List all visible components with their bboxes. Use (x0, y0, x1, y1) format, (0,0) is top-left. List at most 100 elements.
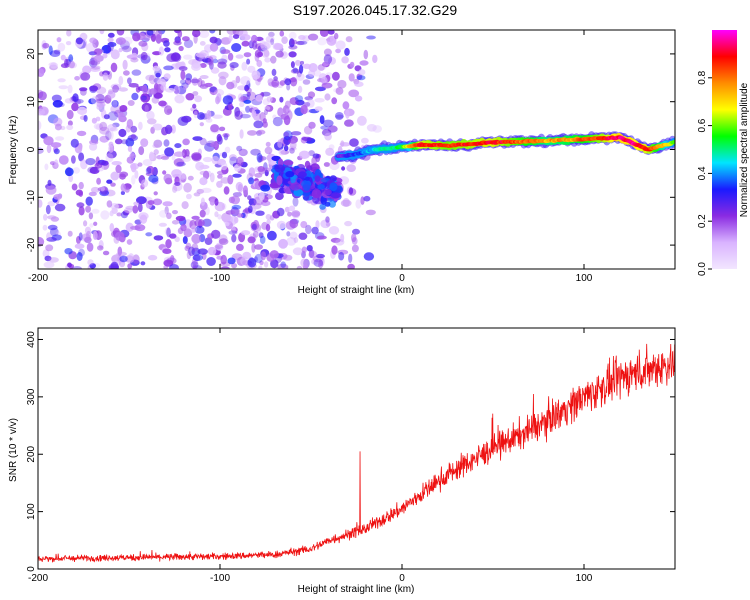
noise-speckle (162, 170, 167, 175)
noise-speckle (352, 228, 360, 235)
noise-speckle (188, 246, 195, 257)
noise-speckle (95, 86, 107, 95)
noise-speckle (67, 120, 73, 126)
noise-speckle (321, 82, 333, 89)
noise-speckle (71, 102, 79, 112)
noise-speckle (200, 197, 205, 206)
noise-speckle (356, 75, 366, 81)
noise-speckle (241, 61, 248, 71)
noise-speckle (315, 220, 320, 229)
noise-speckle (318, 259, 324, 269)
noise-speckle (120, 211, 128, 219)
noise-speckle (308, 249, 315, 258)
noise-speckle (317, 37, 327, 46)
noise-speckle (270, 55, 277, 64)
noise-speckle (131, 52, 138, 61)
noise-speckle (288, 31, 297, 40)
noise-speckle (357, 115, 367, 126)
noise-speckle (95, 93, 105, 102)
noise-speckle (220, 266, 230, 269)
noise-speckle (221, 54, 228, 63)
noise-speckle (206, 110, 212, 120)
noise-speckle (359, 60, 369, 66)
noise-speckle (297, 40, 308, 45)
snr-x-axis-label: Height of straight line (km) (298, 584, 415, 595)
noise-speckle (121, 45, 132, 53)
noise-speckle (330, 237, 341, 243)
noise-speckle (348, 253, 353, 263)
noise-speckle (91, 117, 97, 124)
noise-speckle (132, 254, 140, 264)
noise-speckle (76, 202, 85, 208)
noise-speckle (83, 114, 88, 122)
noise-speckle (292, 67, 299, 74)
noise-speckle (301, 136, 313, 141)
noise-speckle (147, 200, 155, 206)
noise-speckle (111, 254, 122, 264)
blob-speckle (329, 182, 338, 192)
noise-speckle (155, 72, 161, 78)
noise-speckle (124, 187, 130, 193)
noise-speckle (58, 102, 65, 108)
noise-speckle (263, 49, 270, 57)
noise-speckle (110, 171, 120, 181)
spectral-ridge (334, 131, 675, 163)
noise-speckle (165, 239, 172, 249)
noise-speckle (222, 95, 234, 105)
noise-speckle (199, 177, 208, 186)
blob-speckle (311, 189, 322, 199)
noise-speckle (92, 230, 98, 240)
noise-speckle (222, 215, 233, 225)
noise-speckle (173, 158, 185, 167)
noise-speckle (289, 97, 300, 106)
noise-speckle (76, 130, 87, 137)
noise-speckle (110, 49, 120, 60)
noise-speckle (267, 230, 277, 241)
noise-speckle (67, 262, 72, 268)
noise-speckle (42, 249, 50, 258)
noise-speckle (126, 239, 133, 245)
noise-speckle (142, 84, 148, 95)
noise-speckle (164, 206, 169, 215)
blob-speckle (330, 192, 342, 199)
noise-speckle (64, 58, 69, 68)
noise-speckle (308, 121, 316, 129)
noise-speckle (209, 86, 217, 93)
noise-speckle (78, 191, 84, 197)
noise-speckle (162, 248, 172, 254)
noise-speckle (288, 51, 297, 58)
noise-speckle (253, 120, 264, 129)
noise-speckle (126, 156, 134, 164)
noise-speckle (290, 131, 302, 136)
noise-speckle (58, 155, 69, 165)
noise-speckle (229, 156, 238, 166)
noise-speckle (256, 229, 262, 234)
noise-speckle (211, 229, 221, 239)
noise-speckle (48, 45, 53, 55)
x-tick-label: 0 (399, 273, 405, 284)
noise-speckle (176, 161, 186, 167)
noise-speckle (107, 111, 119, 121)
noise-speckle (260, 41, 270, 51)
noise-speckle (339, 142, 351, 147)
noise-speckle (203, 170, 210, 180)
noise-speckle (307, 91, 316, 98)
noise-speckle (136, 196, 147, 205)
noise-speckle (85, 158, 96, 166)
noise-speckle (229, 62, 239, 69)
noise-speckle (145, 232, 153, 237)
noise-speckle (246, 92, 251, 97)
noise-speckle (194, 95, 203, 103)
noise-speckle (260, 184, 271, 192)
noise-speckle (154, 30, 163, 39)
noise-speckle (204, 237, 213, 246)
noise-speckle (311, 226, 319, 235)
noise-speckle (324, 132, 332, 141)
noise-speckle (105, 130, 112, 141)
noise-speckle (208, 55, 217, 60)
noise-speckle (258, 265, 263, 269)
noise-speckle (163, 73, 171, 80)
noise-speckle (344, 220, 353, 227)
noise-speckle (127, 263, 133, 269)
noise-speckle (185, 93, 195, 101)
